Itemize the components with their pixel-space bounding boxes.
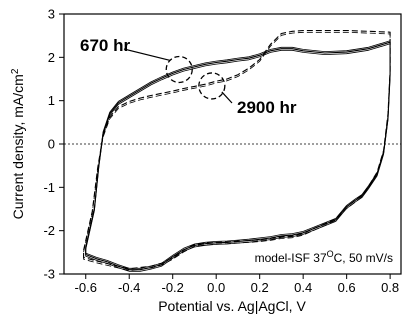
- y-tick-label: -1: [43, 180, 55, 195]
- y-axis: -3 -2 -1 0 1 2 3: [43, 7, 64, 282]
- y-axis-title: Current density, mA/cm2: [10, 68, 26, 219]
- annotation-label-670hr: 670 hr: [80, 36, 130, 55]
- x-tick-label: 0.8: [381, 280, 399, 295]
- annotation-circle-670hr: [165, 55, 193, 84]
- y-tick-label: 0: [48, 137, 55, 152]
- series-solid-line: [85, 43, 391, 272]
- x-tick-label: -0.4: [118, 280, 140, 295]
- x-axis-title: Potential vs. Ag|AgCl, V: [158, 298, 306, 314]
- annotation-label-2900hr: 2900 hr: [237, 98, 297, 117]
- x-axis: -0.6 -0.4 -0.2 0.0 0.2 0.4 0.6 0.8: [75, 274, 399, 295]
- annotation-leader-670hr: [123, 48, 171, 62]
- y-tick-label: -3: [43, 267, 55, 282]
- x-tick-label: 0.0: [207, 280, 225, 295]
- x-tick-label: 0.6: [338, 280, 356, 295]
- y-axis-title-superscript: 2: [10, 68, 21, 74]
- y-axis-title-text: Current density, mA/cm: [10, 74, 26, 219]
- x-tick-label: -0.6: [75, 280, 97, 295]
- y-tick-label: -2: [43, 223, 55, 238]
- annotation-layer: 670 hr 2900 hr: [80, 36, 297, 117]
- condition-label-post: C, 50 mV/s: [334, 251, 393, 265]
- condition-label-superscript: O: [327, 249, 334, 259]
- annotation-leader-2900hr: [221, 91, 233, 104]
- x-tick-label: -0.2: [162, 280, 184, 295]
- condition-label: model-ISF 37OC, 50 mV/s: [255, 249, 393, 265]
- x-tick-label: 0.4: [294, 280, 312, 295]
- series-layer: [83, 29, 391, 272]
- condition-label-pre: model-ISF 37: [255, 251, 327, 265]
- y-tick-label: 3: [48, 7, 55, 22]
- y-tick-label: 2: [48, 50, 55, 65]
- plot-area: 670 hr 2900 hr model-ISF 37OC, 50 mV/s: [63, 13, 402, 275]
- y-tick-label: 1: [48, 93, 55, 108]
- x-tick-label: 0.2: [251, 280, 269, 295]
- annotation-circle-2900hr: [198, 72, 226, 100]
